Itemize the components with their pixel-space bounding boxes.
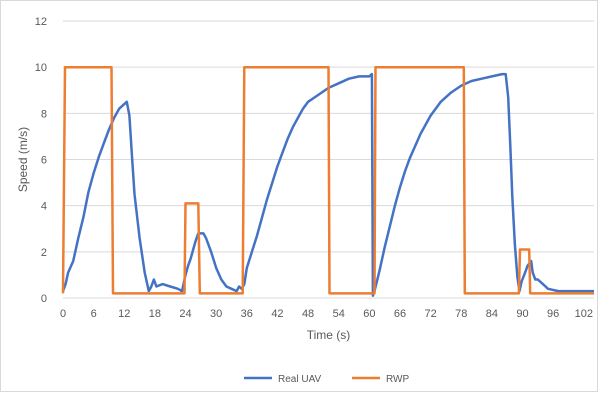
x-axis-title: Time (s) [307,328,351,342]
x-tick-label: 12 [118,308,130,320]
x-tick-label: 0 [60,308,66,320]
x-tick-label: 42 [271,308,283,320]
x-tick-label: 78 [455,308,467,320]
x-tick-label: 90 [516,308,528,320]
x-tick-label: 96 [547,308,559,320]
x-tick-label: 18 [149,308,161,320]
x-tick-label: 36 [241,308,253,320]
y-tick-label: 12 [35,16,47,28]
x-tick-label: 72 [424,308,436,320]
series-line-real-uav [61,72,594,297]
series-lines [61,65,594,297]
y-tick-label: 10 [35,62,47,74]
x-tick-label: 84 [486,308,498,320]
y-tick-label: 6 [41,155,47,167]
y-axis-title: Speed (m/s) [16,127,30,192]
legend: Real UAV RWP [244,374,409,385]
x-tick-label: 6 [91,308,97,320]
x-tick-label: 102 [575,308,593,320]
x-tick-label: 30 [210,308,222,320]
y-tick-label: 4 [41,201,47,213]
legend-label: RWP [386,374,409,385]
series-line-rwp [61,65,594,295]
x-tick-label: 48 [302,308,314,320]
x-tick-label: 24 [179,308,191,320]
y-tick-label: 0 [41,293,47,305]
y-tick-label: 2 [41,247,47,259]
x-tick-label: 60 [363,308,375,320]
x-tick-label: 54 [333,308,345,320]
y-tick-label: 8 [41,108,47,120]
x-tick-label: 66 [394,308,406,320]
legend-label: Real UAV [278,374,321,385]
